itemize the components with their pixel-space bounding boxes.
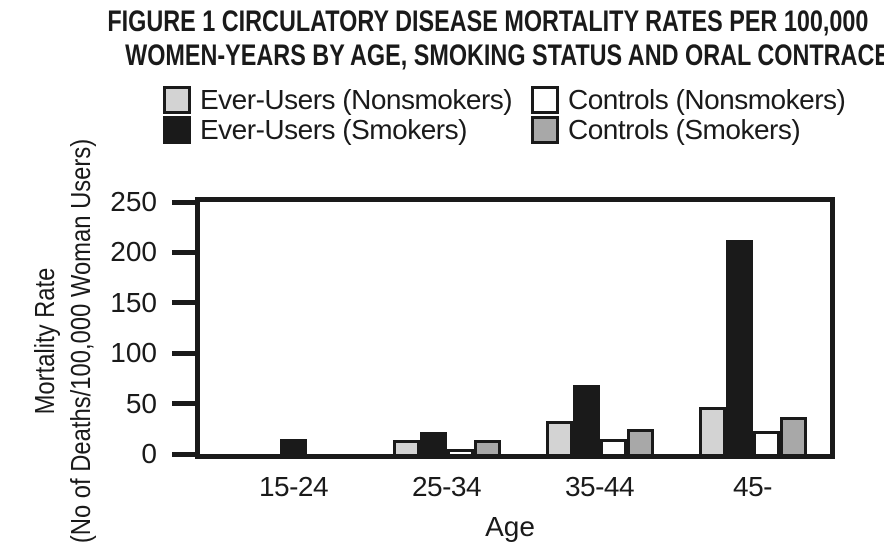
legend-column-ever-users: Ever-Users (Nonsmokers) Ever-Users (Smoke… <box>163 84 513 145</box>
y-tick-label: 150 <box>110 286 157 318</box>
y-tick-mark <box>172 451 195 457</box>
legend-column-controls: Controls (Nonsmokers) Controls (Smokers) <box>531 84 846 145</box>
legend-swatch-icon <box>531 116 559 144</box>
bar-controls-smokers-25-34 <box>473 439 501 454</box>
y-tick-label: 200 <box>110 236 157 268</box>
legend-swatch-icon <box>163 116 191 144</box>
y-tick-mark <box>172 249 195 255</box>
bar-ever-users-nonsmokers-45 <box>698 406 726 454</box>
plot-area <box>195 197 835 459</box>
bar-ever-users-smokers-15-24 <box>280 438 307 454</box>
plot-inner <box>200 202 830 454</box>
bar-group-15-24 <box>217 202 370 454</box>
figure-title-text-2: WOMEN-YEARS BY AGE, SMOKING STATUS AND O… <box>125 39 884 72</box>
legend-swatch-icon <box>531 86 559 114</box>
bar-group-45 <box>676 202 829 454</box>
y-tick-label: 250 <box>110 186 157 217</box>
figure-title-text-1: FIGURE 1 CIRCULATORY DISEASE MORTALITY R… <box>107 5 869 38</box>
figure-title-line-1: FIGURE 1 CIRCULATORY DISEASE MORTALITY R… <box>0 5 884 39</box>
legend-swatch-icon <box>163 86 191 114</box>
x-tick-label-45: 45- <box>733 471 772 502</box>
legend-item-controls-smokers: Controls (Smokers) <box>531 114 845 145</box>
bar-group-25-34 <box>370 202 523 454</box>
bar-group-35-44 <box>523 202 676 454</box>
legend-label: Ever-Users (Nonsmokers) <box>200 84 513 115</box>
y-tick-label: 100 <box>110 337 157 369</box>
bar-ever-users-smokers-25-34 <box>419 431 447 454</box>
y-axis-title-line-1: Mortality Rate <box>29 267 60 415</box>
x-axis-title: Age <box>485 511 535 542</box>
y-tick-mark <box>172 350 195 356</box>
legend-label: Ever-Users (Smokers) <box>200 114 467 145</box>
legend-label: Controls (Nonsmokers) <box>568 84 846 115</box>
bar-ever-users-nonsmokers-25-34 <box>392 439 420 454</box>
bar-controls-smokers-45 <box>779 416 807 454</box>
bar-ever-users-smokers-45 <box>725 240 753 454</box>
figure-title-line-2: WOMEN-YEARS BY AGE, SMOKING STATUS AND O… <box>0 39 884 73</box>
y-tick-label: 50 <box>125 387 157 419</box>
bar-controls-nonsmokers-35-44 <box>599 438 627 454</box>
bar-controls-nonsmokers-25-34 <box>446 448 474 454</box>
y-tick-label: 0 <box>141 438 157 469</box>
bar-controls-smokers-35-44 <box>626 428 654 454</box>
legend-item-controls-nonsmokers: Controls (Nonsmokers) <box>531 84 846 115</box>
bar-ever-users-nonsmokers-35-44 <box>545 420 573 454</box>
x-tick-label-35-44: 35-44 <box>564 471 635 502</box>
legend-label: Controls (Smokers) <box>568 114 801 145</box>
y-tick-mark <box>172 401 195 407</box>
y-tick-mark <box>172 199 195 205</box>
legend-item-ever-users-nonsmokers: Ever-Users (Nonsmokers) <box>163 84 513 115</box>
legend-item-ever-users-smokers: Ever-Users (Smokers) <box>163 114 512 145</box>
bar-controls-nonsmokers-45 <box>752 430 780 454</box>
y-tick-mark <box>172 300 195 306</box>
x-tick-label-25-34: 25-34 <box>411 471 482 502</box>
x-tick-label-15-24: 15-24 <box>258 471 329 502</box>
bar-ever-users-smokers-35-44 <box>572 385 600 454</box>
